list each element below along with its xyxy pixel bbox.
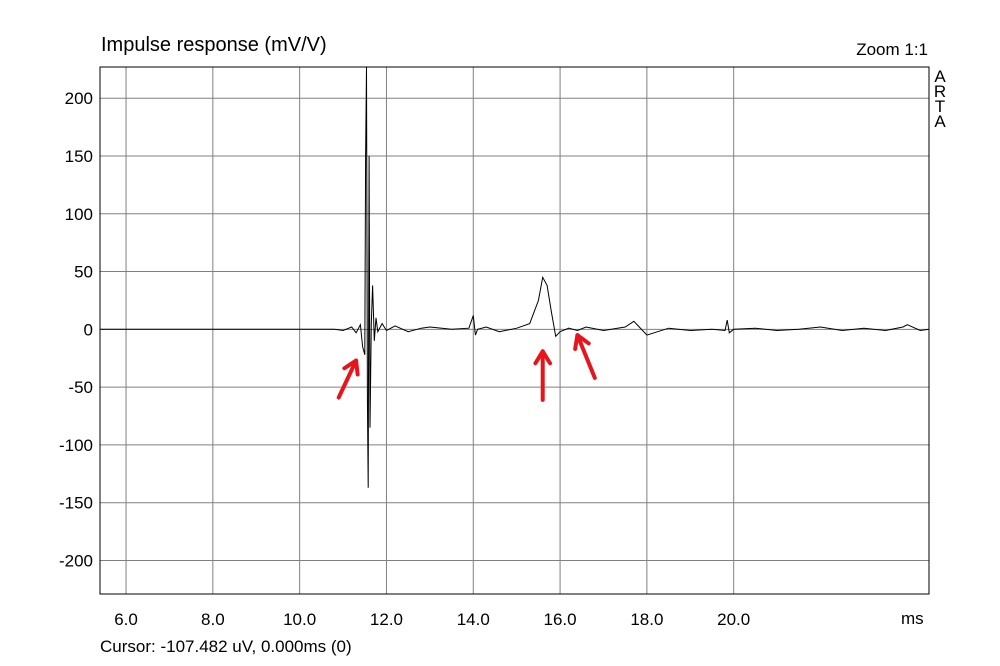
x-tick-label: 18.0: [630, 610, 663, 629]
impulse-trace: [100, 66, 930, 488]
brand-letter: R: [933, 82, 947, 101]
brand-letter: T: [934, 97, 946, 116]
annotation-arrow-shaft: [575, 333, 597, 380]
y-tick-label: -200: [59, 551, 93, 570]
x-tick-label: 6.0: [114, 610, 138, 629]
plot-frame: [99, 66, 930, 595]
cursor-readout: Cursor: -107.482 uV, 0.000ms (0): [100, 637, 352, 656]
chart-title: Impulse response (mV/V): [101, 34, 327, 56]
annotation-arrows: [336, 333, 597, 402]
x-tick-label: 16.0: [544, 610, 577, 629]
x-tick-label: 8.0: [201, 610, 225, 629]
brand-letter: A: [934, 112, 946, 131]
annotation-arrow-shaft: [336, 358, 359, 400]
y-tick-label: -150: [59, 494, 93, 513]
x-axis-unit-label: ms: [901, 609, 924, 628]
x-axis-ticks: 6.0 8.0 10.0 12.0 14.0 16.0 18.0 20.0: [114, 610, 750, 629]
annotation-arrow-head: [342, 358, 360, 377]
trace-group: [100, 66, 930, 488]
annotation-arrow-head: [533, 349, 553, 366]
zoom-label[interactable]: Zoom 1:1: [856, 40, 928, 59]
y-tick-label: -50: [68, 378, 93, 397]
y-tick-label: 200: [65, 89, 93, 108]
grid: [100, 67, 929, 594]
y-tick-label: 50: [74, 263, 93, 282]
x-tick-label: 20.0: [717, 610, 750, 629]
y-tick-label: 150: [65, 147, 93, 166]
y-axis-ticks: 200 150 100 50 0 -50 -100 -150 -200: [59, 89, 93, 570]
x-tick-label: 14.0: [457, 610, 490, 629]
brand-logo: A R T A: [933, 67, 947, 131]
x-tick-label: 12.0: [370, 610, 403, 629]
y-tick-label: 0: [84, 320, 93, 339]
annotation-arrow-head: [573, 333, 591, 351]
y-tick-label: -100: [59, 436, 93, 455]
x-tick-label: 10.0: [283, 610, 316, 629]
y-tick-label: 100: [65, 205, 93, 224]
brand-letter: A: [934, 67, 946, 86]
